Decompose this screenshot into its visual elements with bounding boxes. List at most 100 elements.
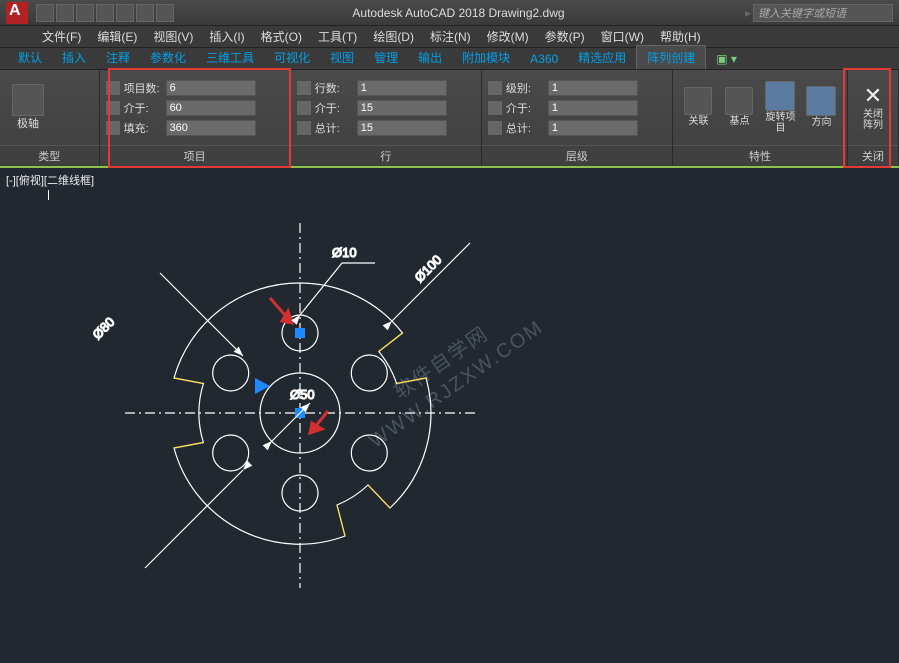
panel-items: 项目数: 介于: 填充: 项目: [100, 70, 291, 166]
basepoint-button[interactable]: 基点: [720, 87, 759, 128]
drawing-viewport[interactable]: [-][俯视][二维线框] 软件自学网 WWW.RJZXW.COM: [0, 168, 899, 663]
items-between-icon: [106, 101, 120, 115]
tab-extension-icon[interactable]: ▣ ▾: [706, 49, 747, 69]
tab-featured[interactable]: 精选应用: [568, 46, 636, 69]
rotate-items-icon: [765, 81, 795, 111]
tab-default[interactable]: 默认: [8, 46, 52, 69]
tab-manage[interactable]: 管理: [364, 46, 408, 69]
qat-save-icon[interactable]: [76, 4, 94, 22]
tab-view[interactable]: 视图: [320, 46, 364, 69]
tab-annotate[interactable]: 注释: [96, 46, 140, 69]
menu-format[interactable]: 格式(O): [255, 26, 308, 47]
title-bar: Autodesk AutoCAD 2018 Drawing2.dwg ▸ 键入关…: [0, 0, 899, 26]
dim-d10: Ø10: [332, 245, 357, 260]
app-logo[interactable]: [6, 2, 28, 24]
tab-array-create[interactable]: 阵列创建: [636, 45, 706, 69]
rows-between-label: 介于:: [315, 100, 353, 116]
tab-addins[interactable]: 附加模块: [452, 46, 520, 69]
associative-button[interactable]: 关联: [679, 87, 718, 128]
menu-help[interactable]: 帮助(H): [654, 26, 707, 47]
items-between-input[interactable]: [166, 100, 256, 116]
panel-close-title: 关闭: [848, 145, 898, 166]
levels-between-icon: [488, 101, 502, 115]
panel-rows: 行数: 介于: 总计: 行: [291, 70, 482, 166]
tab-visualize[interactable]: 可视化: [264, 46, 320, 69]
polar-array-icon: [12, 84, 44, 116]
close-array-button[interactable]: ✕ 关闭阵列: [854, 85, 892, 131]
levels-count-icon: [488, 81, 502, 95]
ribbon-tabs: 默认 插入 注释 参数化 三维工具 可视化 视图 管理 输出 附加模块 A360…: [0, 48, 899, 70]
items-count-icon: [106, 81, 120, 95]
items-fill-label: 填充:: [124, 120, 162, 136]
menu-view[interactable]: 视图(V): [147, 26, 199, 47]
panel-rows-title: 行: [291, 145, 481, 166]
separator-icon: ▸: [743, 6, 753, 20]
direction-button[interactable]: 方向: [802, 86, 841, 129]
dim-d50: Ø50: [290, 387, 315, 402]
menu-file[interactable]: 文件(F): [36, 26, 87, 47]
qat-print-icon[interactable]: [116, 4, 134, 22]
items-count-input[interactable]: [166, 80, 256, 96]
rows-between-icon: [297, 101, 311, 115]
menu-param[interactable]: 参数(P): [539, 26, 591, 47]
levels-count-input[interactable]: [548, 80, 638, 96]
menu-dim[interactable]: 标注(N): [424, 26, 477, 47]
qat-redo-icon[interactable]: [156, 4, 174, 22]
menu-window[interactable]: 窗口(W): [595, 26, 650, 47]
levels-count-label: 级别:: [506, 80, 544, 96]
qat-open-icon[interactable]: [56, 4, 74, 22]
close-icon: ✕: [864, 85, 882, 107]
menu-tools[interactable]: 工具(T): [312, 26, 363, 47]
panel-type: 极轴 类型: [0, 70, 100, 166]
panel-levels: 级别: 介于: 总计: 层级: [482, 70, 673, 166]
menu-edit[interactable]: 编辑(E): [91, 26, 143, 47]
basepoint-icon: [725, 87, 753, 115]
tab-parametric[interactable]: 参数化: [140, 46, 196, 69]
window-title: Autodesk AutoCAD 2018 Drawing2.dwg: [174, 6, 743, 20]
panel-items-title: 项目: [100, 145, 290, 166]
drawing-svg: 软件自学网 WWW.RJZXW.COM: [0, 168, 899, 663]
items-between-label: 介于:: [124, 100, 162, 116]
items-fill-input[interactable]: [166, 120, 256, 136]
rotate-items-button[interactable]: 旋转项目: [761, 81, 800, 134]
items-count-label: 项目数:: [124, 80, 162, 96]
levels-total-icon: [488, 121, 502, 135]
qat-undo-icon[interactable]: [136, 4, 154, 22]
levels-between-label: 介于:: [506, 100, 544, 116]
levels-total-label: 总计:: [506, 120, 544, 136]
tab-3dtools[interactable]: 三维工具: [196, 46, 264, 69]
dim-d80: Ø80: [89, 314, 117, 342]
rows-total-input[interactable]: [357, 120, 447, 136]
qat-new-icon[interactable]: [36, 4, 54, 22]
rows-count-input[interactable]: [357, 80, 447, 96]
tab-output[interactable]: 输出: [408, 46, 452, 69]
rows-count-icon: [297, 81, 311, 95]
rows-count-label: 行数:: [315, 80, 353, 96]
menu-draw[interactable]: 绘图(D): [367, 26, 420, 47]
rows-between-input[interactable]: [357, 100, 447, 116]
qat-saveas-icon[interactable]: [96, 4, 114, 22]
tab-insert[interactable]: 插入: [52, 46, 96, 69]
levels-total-input[interactable]: [548, 120, 638, 136]
associative-icon: [684, 87, 712, 115]
polar-array-label: 极轴: [17, 118, 39, 130]
dim-d100: Ø100: [412, 252, 445, 285]
menu-bar: 文件(F) 编辑(E) 视图(V) 插入(I) 格式(O) 工具(T) 绘图(D…: [0, 26, 899, 48]
search-input[interactable]: 键入关键字或短语: [753, 4, 893, 22]
ribbon: 极轴 类型 项目数: 介于: 填充: 项目 行数: 介于: 总计: 行 级别:: [0, 70, 899, 168]
menu-insert[interactable]: 插入(I): [203, 26, 250, 47]
polar-array-button[interactable]: 极轴: [6, 84, 50, 130]
levels-between-input[interactable]: [548, 100, 638, 116]
panel-close: ✕ 关闭阵列 关闭: [848, 70, 899, 166]
quick-access-toolbar: [36, 4, 174, 22]
rows-total-label: 总计:: [315, 120, 353, 136]
direction-icon: [806, 86, 836, 116]
rows-total-icon: [297, 121, 311, 135]
panel-levels-title: 层级: [482, 145, 672, 166]
panel-properties-title: 特性: [673, 145, 847, 166]
panel-properties: 关联 基点 旋转项目 方向 特性: [673, 70, 848, 166]
items-fill-icon: [106, 121, 120, 135]
menu-modify[interactable]: 修改(M): [481, 26, 535, 47]
tab-a360[interactable]: A360: [520, 49, 568, 69]
panel-type-title: 类型: [0, 145, 99, 166]
